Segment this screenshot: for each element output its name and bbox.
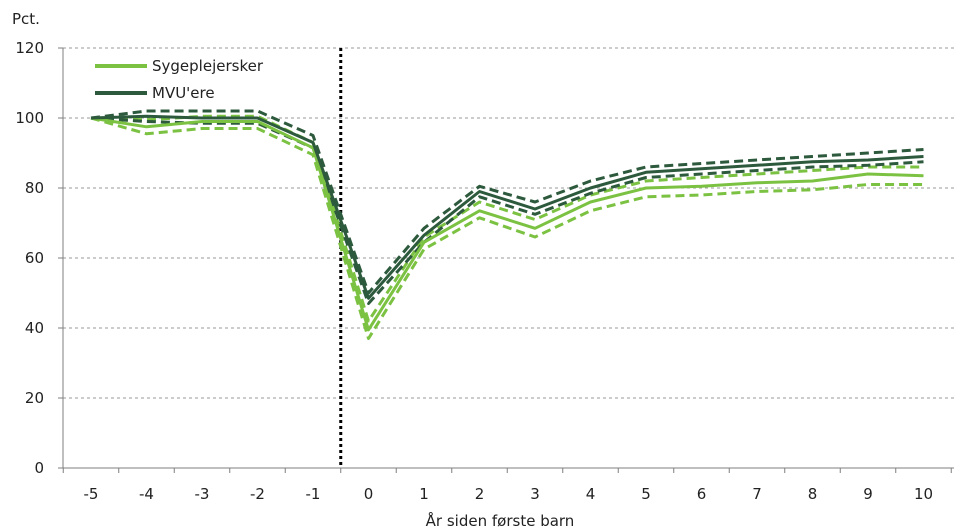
- series-line-0-solid: [90, 116, 924, 332]
- x-tick-label: -2: [250, 485, 265, 503]
- series-line-4-dashed: [90, 109, 924, 295]
- x-tick-label: 8: [808, 485, 818, 503]
- x-tick-label: 3: [530, 485, 540, 503]
- y-tick-label: 100: [15, 109, 44, 127]
- x-tick-label: 10: [914, 485, 933, 503]
- series-line-2-dashed: [90, 116, 924, 340]
- y-axis-label: Pct.: [12, 10, 40, 28]
- series-line-3-solid: [90, 114, 924, 300]
- tick-labels: 0 20 40 60 80 100 120 -5 -4 -3 -2 -1 0 1 2 3 4 5 6 7 8 9 10: [15, 39, 933, 503]
- x-axis-label: År siden første barn: [426, 511, 575, 530]
- grid-lines: [63, 47, 954, 399]
- x-tick-label: 5: [641, 485, 651, 503]
- series-line-5-dashed: [90, 116, 924, 305]
- x-tick-label: 1: [419, 485, 429, 503]
- x-tick-label: 4: [586, 485, 596, 503]
- x-tick-label: -5: [84, 485, 99, 503]
- legend-label: MVU'ere: [152, 84, 215, 102]
- x-tick-label: 2: [475, 485, 485, 503]
- legend-label: Sygeplejersker: [152, 57, 264, 75]
- series-line-1-dashed: [90, 114, 924, 323]
- y-tick-label: 120: [15, 39, 44, 57]
- x-tick-label: 6: [697, 485, 707, 503]
- x-tick-label: -4: [139, 485, 154, 503]
- x-tick-label: 0: [364, 485, 374, 503]
- y-tick-label: 40: [25, 319, 44, 337]
- y-tick-label: 80: [25, 179, 44, 197]
- y-tick-label: 20: [25, 389, 44, 407]
- legend: Sygeplejersker MVU'ere: [95, 57, 264, 102]
- x-tick-label: 9: [863, 485, 873, 503]
- axes: [58, 47, 954, 473]
- x-tick-label: -1: [306, 485, 321, 503]
- y-tick-label: 60: [25, 249, 44, 267]
- y-tick-label: 0: [34, 459, 44, 477]
- series-lines: [90, 109, 924, 340]
- x-tick-label: -3: [195, 485, 210, 503]
- x-tick-label: 7: [752, 485, 762, 503]
